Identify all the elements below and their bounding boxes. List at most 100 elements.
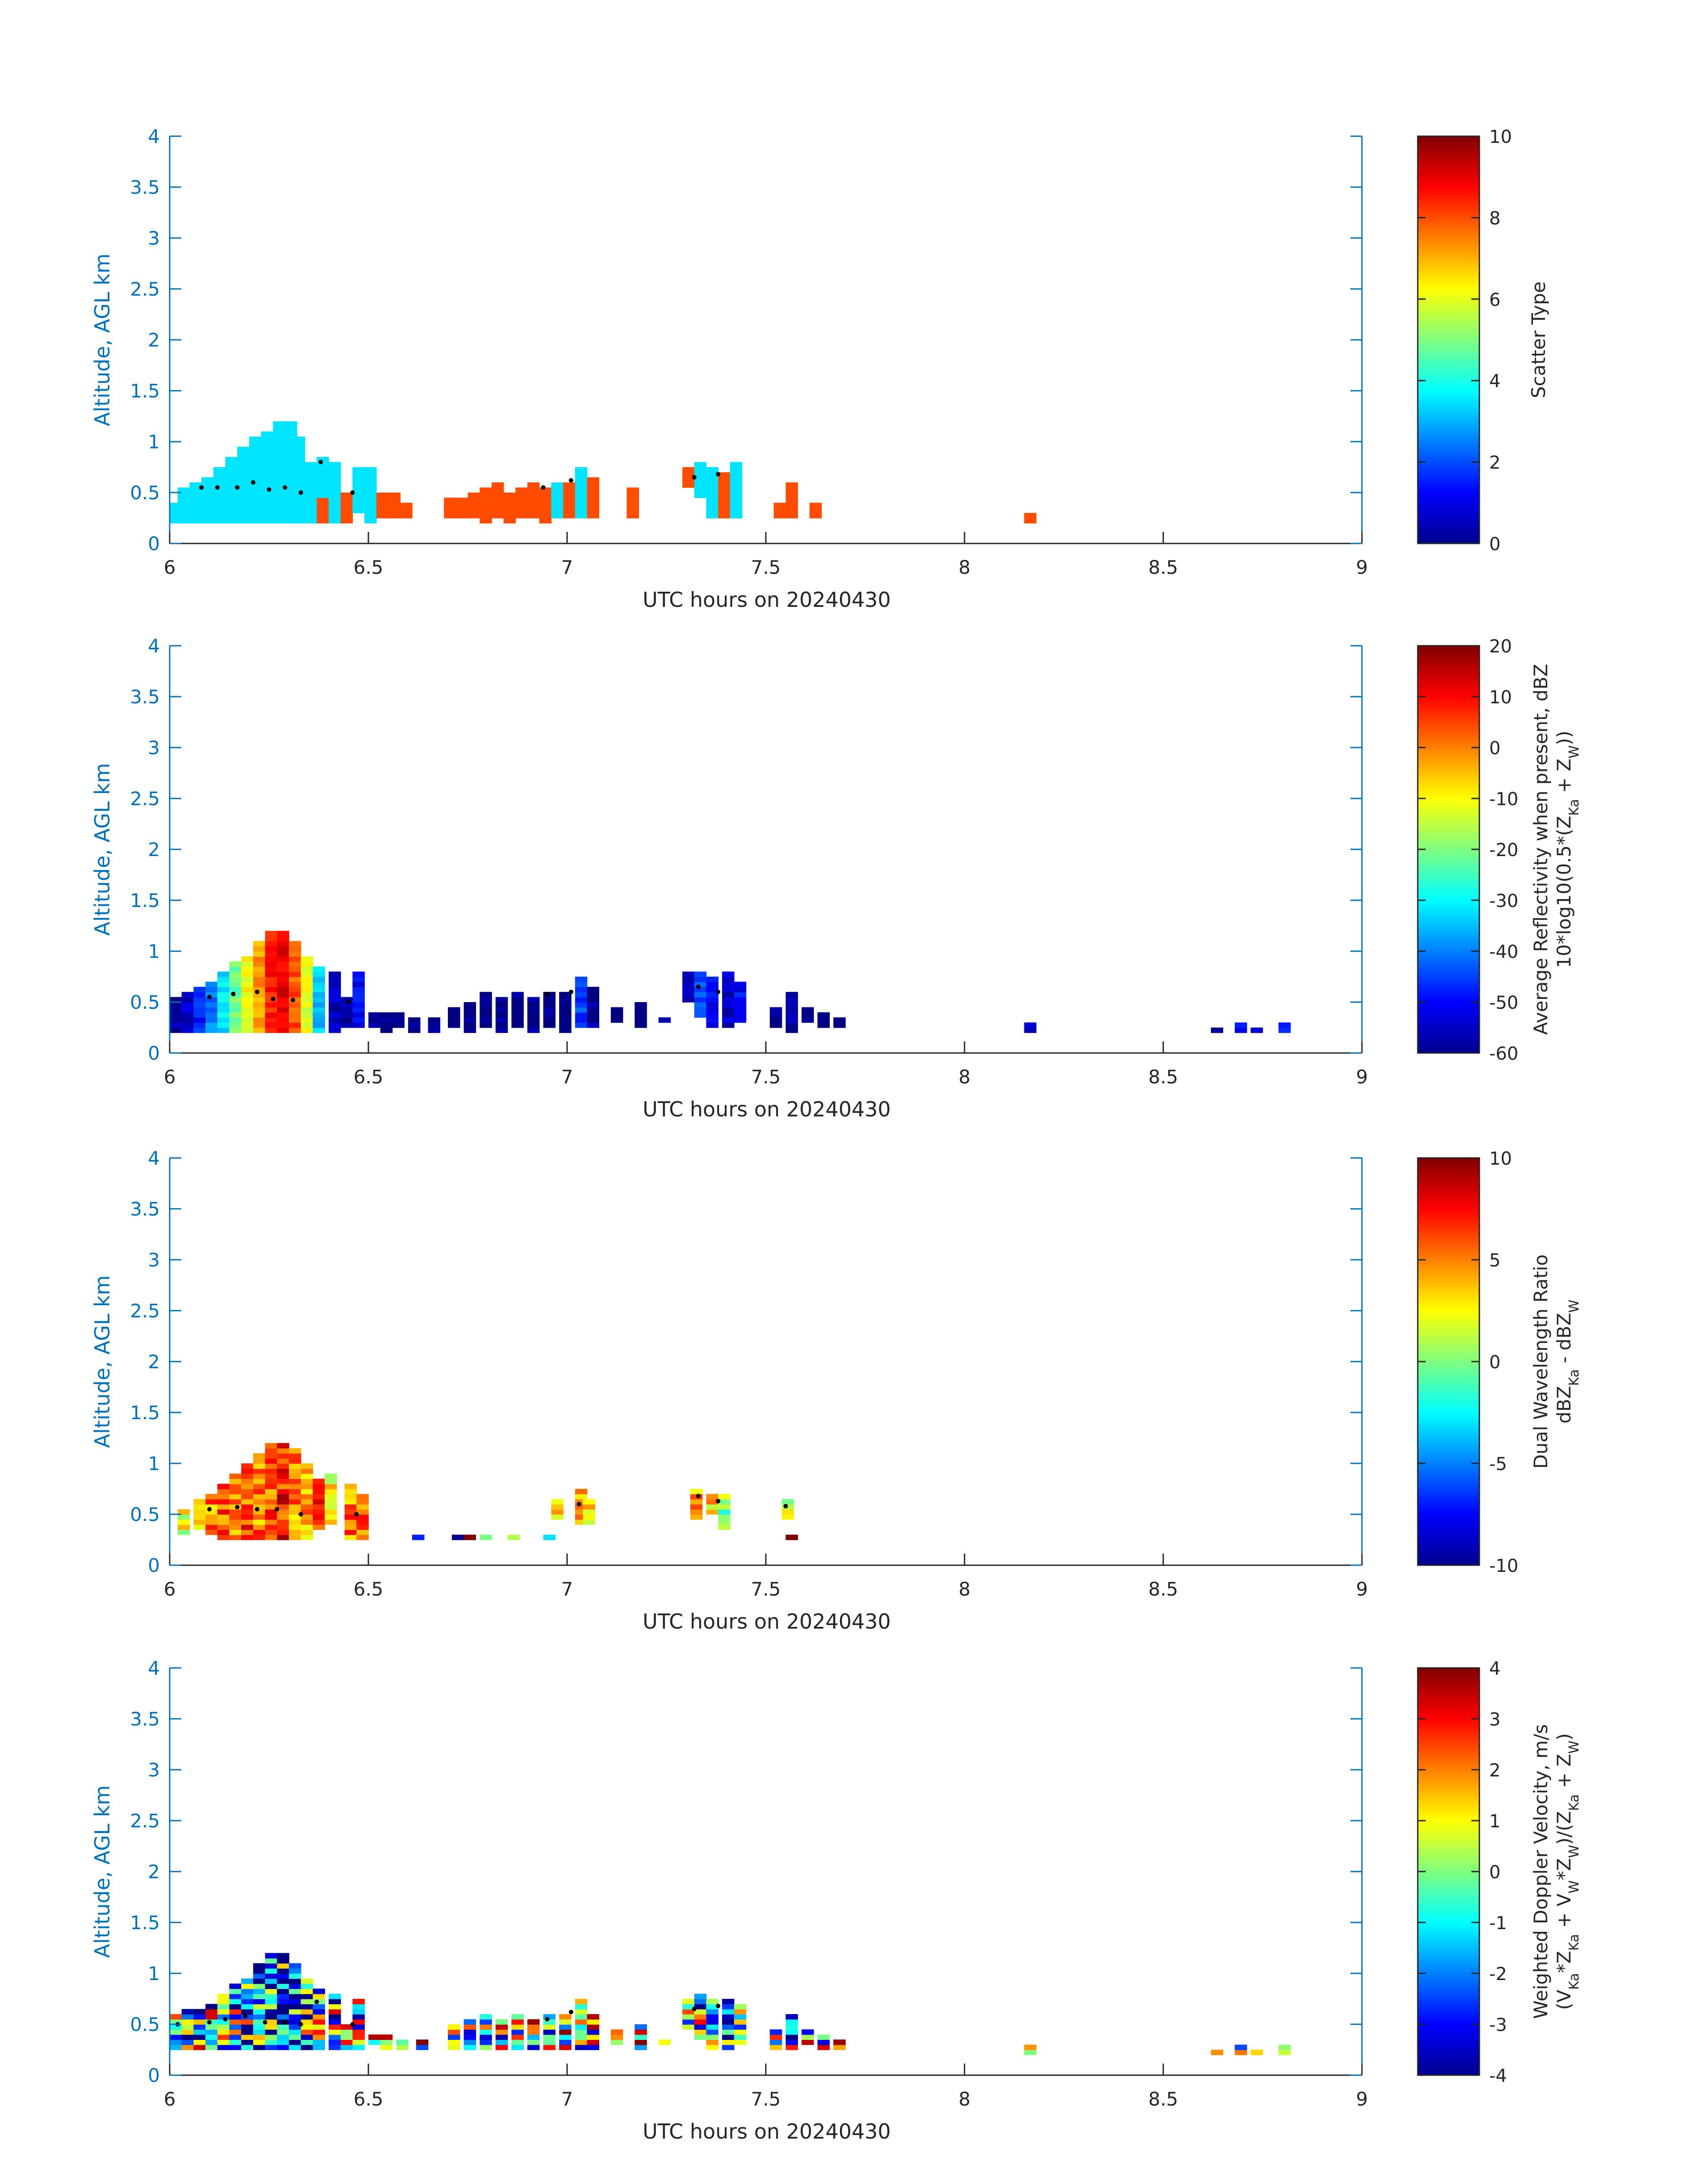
heatmap-cell — [734, 1007, 747, 1013]
heatmap-cell — [277, 931, 289, 936]
heatmap-cell — [229, 2044, 242, 2050]
heatmap-cell — [241, 961, 254, 967]
heatmap-cell — [706, 2009, 718, 2014]
colorbar-label: Average Reflectivity when present, dBZ — [1530, 664, 1552, 1035]
heatmap-cell — [356, 1504, 369, 1510]
heatmap-cell — [301, 1468, 313, 1474]
x-tick-label: 7 — [561, 1578, 573, 1600]
y-tick-label: 3 — [148, 1759, 160, 1781]
heatmap-cell — [468, 513, 480, 518]
heatmap-cell — [193, 2044, 206, 2050]
heatmap-cell — [289, 1529, 301, 1535]
heatmap-cell — [205, 1519, 218, 1525]
heatmap-cell — [364, 467, 377, 473]
heatmap-cell — [1250, 2050, 1263, 2056]
heatmap-cell — [289, 982, 301, 987]
heatmap-cell — [1024, 513, 1036, 518]
heatmap-cell — [289, 2024, 301, 2030]
heatmap-cell — [527, 487, 540, 493]
heatmap-cell — [289, 1504, 301, 1510]
heatmap-cell — [626, 502, 639, 508]
heatmap-cell — [451, 1534, 464, 1540]
heatmap-cell — [213, 493, 226, 498]
heatmap-cell — [527, 2044, 540, 2050]
heatmap-cell — [213, 497, 226, 503]
heatmap-cell — [352, 977, 365, 982]
heatmap-cell — [527, 2034, 540, 2040]
heatmap-cell — [583, 1519, 596, 1525]
heatmap-cell — [273, 518, 285, 524]
heatmap-cell — [325, 1499, 337, 1504]
heatmap-cell — [694, 2014, 707, 2020]
heatmap-cell — [261, 472, 274, 478]
heatmap-cell — [217, 2034, 230, 2040]
heatmap-cell — [706, 493, 718, 498]
heatmap-cell — [301, 1993, 313, 1999]
heatmap-cell — [265, 1999, 278, 2005]
heatmap-cell — [734, 2019, 747, 2025]
heatmap-cell — [706, 1499, 718, 1504]
heatmap-cell — [289, 2019, 301, 2025]
heatmap-cell — [722, 1002, 735, 1008]
marker-dot — [298, 1512, 303, 1517]
heatmap-cell — [809, 513, 822, 518]
heatmap-cell — [575, 2039, 588, 2045]
heatmap-cell — [277, 1989, 289, 1994]
heatmap-cell — [706, 508, 718, 514]
heatmap-cell — [380, 2044, 393, 2050]
heatmap-cell — [313, 971, 325, 977]
heatmap-cell — [734, 2029, 747, 2035]
heatmap-cell — [249, 442, 262, 447]
heatmap-cell — [313, 1017, 325, 1023]
colorbar — [1417, 645, 1480, 1054]
heatmap-cell — [301, 1504, 313, 1510]
heatmap-cell — [265, 1002, 278, 1008]
heatmap-cell — [217, 2044, 230, 2050]
heatmap-cell — [543, 1007, 556, 1013]
heatmap-cell — [292, 442, 305, 447]
heatmap-cell — [539, 518, 552, 524]
heatmap-cell — [511, 997, 524, 1003]
heatmap-cell — [575, 487, 588, 493]
heatmap-cell — [301, 1534, 313, 1540]
heatmap-cell — [364, 472, 377, 478]
heatmap-cell — [289, 1017, 301, 1023]
heatmap-cell — [329, 1993, 341, 1999]
heatmap-cell — [722, 992, 735, 998]
y-tick-label: 2.5 — [130, 788, 160, 810]
heatmap-cell — [400, 502, 413, 508]
heatmap-cell — [261, 462, 274, 468]
heatmap-cell — [265, 961, 278, 967]
heatmap-cell — [718, 513, 731, 518]
heatmap-cell — [559, 2044, 572, 2050]
heatmap-cell — [277, 1524, 289, 1530]
heatmap-cell — [722, 1022, 735, 1028]
heatmap-cell — [170, 2034, 182, 2040]
heatmap-cell — [292, 513, 305, 518]
y-tick-label: 1.5 — [130, 890, 160, 911]
heatmap-cell — [658, 2039, 671, 2045]
heatmap-cell — [229, 961, 242, 967]
heatmap-cell — [170, 997, 182, 1003]
heatmap-cell — [559, 2024, 572, 2030]
heatmap-cell — [329, 992, 341, 998]
heatmap-cell — [289, 2004, 301, 2010]
heatmap-cell — [265, 992, 278, 998]
heatmap-cell — [217, 1012, 230, 1018]
heatmap-cell — [277, 1499, 289, 1504]
heatmap-cell — [480, 2029, 492, 2035]
y-tick-label: 1 — [148, 431, 160, 453]
heatmap-cell — [368, 1012, 381, 1018]
y-axis-label: Altitude, AGL km — [90, 1275, 114, 1448]
heatmap-cell — [277, 1458, 289, 1464]
heatmap-cell — [313, 966, 325, 972]
heatmap-cell — [543, 1534, 556, 1540]
heatmap-cell — [352, 487, 365, 493]
heatmap-cell — [539, 502, 552, 508]
y-tick-label: 1.5 — [130, 1402, 160, 1424]
heatmap-cell — [352, 477, 365, 483]
heatmap-cell — [515, 508, 528, 514]
x-tick-label: 8.5 — [1148, 1066, 1178, 1088]
heatmap-cell — [277, 2034, 289, 2040]
marker-dot — [215, 485, 220, 490]
